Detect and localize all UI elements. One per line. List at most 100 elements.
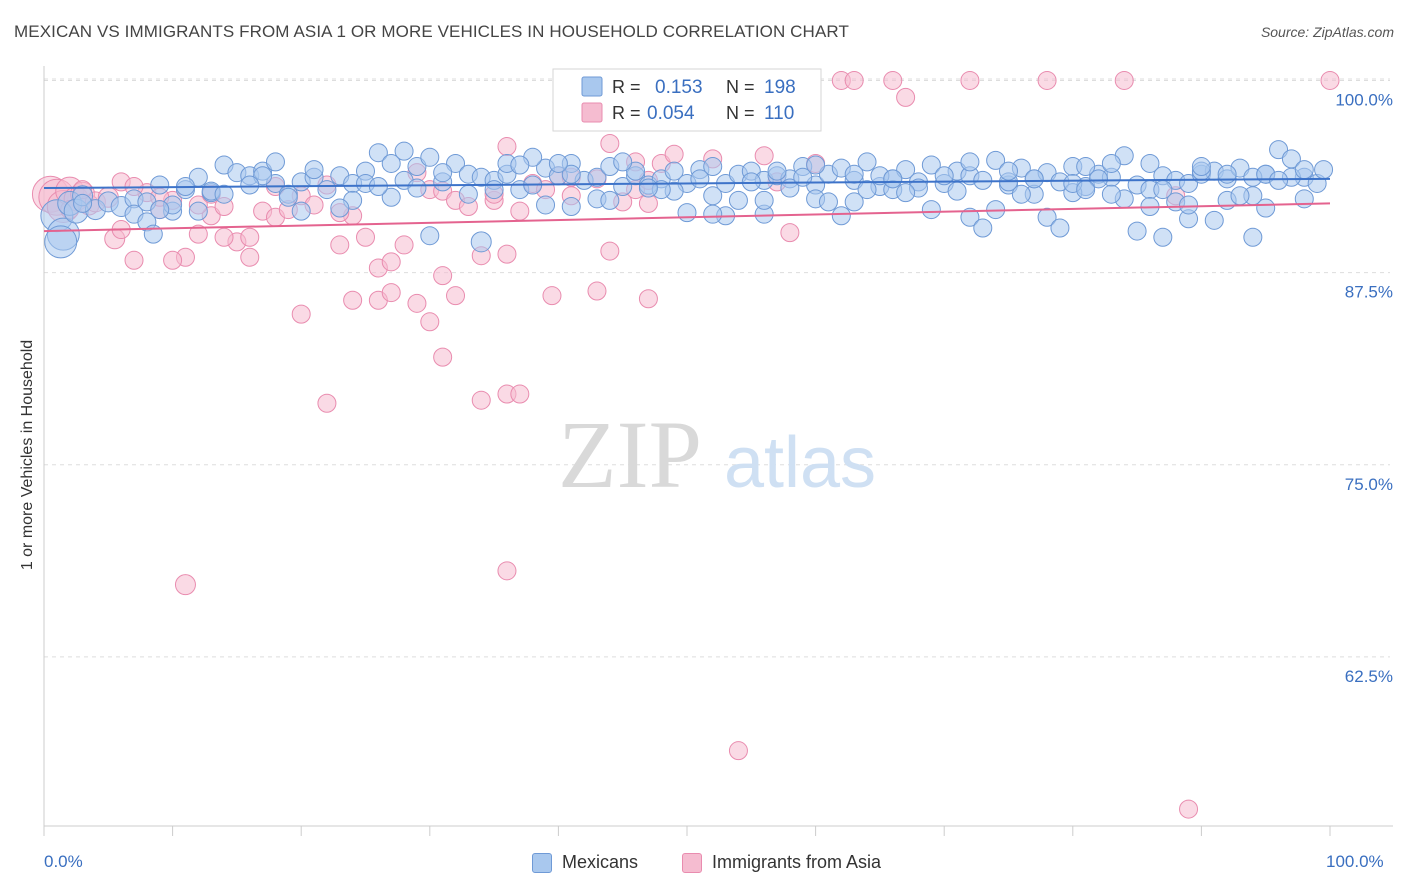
mexicans-point [1314,160,1334,180]
mexicans-point [1024,169,1044,189]
immigrants-point [844,70,864,90]
mexicans-point [150,200,170,220]
mexicans-point [806,155,826,175]
mexicans-point [1243,227,1263,247]
mexicans-point [896,183,916,203]
legend-swatch-mexicans [532,852,552,873]
y-tick-labels: 100.0% 87.5% 75.0% 62.5% [1335,90,1393,685]
mexicans-point [214,184,234,204]
mexicans-point [381,153,401,173]
mexicans-point [317,180,337,200]
mexicans-point [947,181,967,201]
mexicans-point [960,152,980,172]
mexicans-point [433,163,453,183]
mexicans-point [368,143,388,163]
mexicans-point [1153,180,1173,200]
mexicans-point [44,225,78,259]
mexicans-point [999,161,1018,181]
mexicans-point [1140,153,1160,173]
immigrants-point [433,266,453,286]
mexicans-point [1191,157,1211,177]
chart-title: MEXICAN VS IMMIGRANTS FROM ASIA 1 OR MOR… [14,22,849,41]
immigrants-point [780,223,800,243]
mexicans-point [1294,160,1314,180]
immigrants-point [896,87,916,107]
mexicans-point [240,175,260,195]
legend-swatch-pink [581,102,603,123]
mexicans-point [536,195,556,215]
mexicans-point [561,164,581,184]
immigrants-point [433,347,453,367]
mexicans-point [960,207,980,227]
mexicans-point [304,160,324,180]
inset-legend: R = 0.153 N = 198 R = 0.054 N = 110 [552,68,822,132]
mexicans-point [986,150,1006,170]
mexicans-point [857,152,877,172]
legend-swatch-blue [581,76,603,97]
mexicans-point [613,152,633,172]
immigrants-point [291,304,311,324]
x-tick-max: 100.0% [1326,852,1384,871]
mexicans-point [1204,210,1224,230]
immigrants-point [542,286,562,306]
immigrants-point [510,201,530,221]
mexicans-point [548,153,568,173]
legend-item-immigrants[interactable]: Immigrants from Asia [682,852,881,873]
y-tick-label: 87.5% [1345,283,1393,302]
mexicans-point [394,141,414,161]
mexicans-point [291,201,311,221]
mexicans-point [1256,198,1276,218]
mexicans-point [1037,207,1057,227]
mexicans-point [446,153,466,173]
immigrants-point [960,70,980,90]
mexicans-point [1089,169,1109,189]
immigrants-point [174,574,196,596]
mexicans-point [703,157,723,177]
mexicans-point [857,180,877,200]
y-tick-label: 62.5% [1345,667,1393,686]
mexicans-point [831,206,851,226]
mexicans-point [934,166,954,186]
mexicans-point [613,177,633,197]
immigrants-point [407,293,427,313]
mexicans-point [703,204,723,224]
mexicans-point [1179,195,1199,215]
legend-item-mexicans[interactable]: Mexicans [532,852,638,873]
y-tick-label: 75.0% [1345,475,1393,494]
mexicans-point [741,172,761,192]
legend-swatch-immigrants [682,852,702,873]
legend-r-label-1: R = [612,77,641,97]
mexicans-point [844,192,864,212]
bottom-legend: Mexicans Immigrants from Asia [0,852,1406,878]
immigrants-point [600,241,620,261]
mexicans-point [587,167,607,187]
mexicans-point [728,190,748,210]
mexicans-point [690,169,710,189]
legend-n-label-2: N = [726,103,755,123]
immigrants-point [883,70,903,90]
mexicans-point [1127,221,1147,241]
mexicans-point [407,178,427,198]
mexicans-trend-line [43,177,1331,190]
watermark-zip: ZIP [558,401,702,508]
mexicans-point [1230,186,1250,206]
mexicans-point [626,161,646,181]
immigrants-point [1179,799,1199,819]
mexicans-point [1269,140,1289,160]
immigrants-point [1114,70,1134,90]
mexicans-point [458,184,478,204]
y-tick-label: 100.0% [1335,90,1393,109]
mexicans-point [754,190,774,210]
immigrants-point [240,227,260,247]
immigrants-point [728,741,748,761]
mexicans-point [664,161,684,181]
mexicans-point [921,155,941,175]
mexicans-point [1011,184,1031,204]
mexicans-point [381,187,401,207]
immigrants-point [446,286,466,306]
mexicans-point [484,180,504,200]
immigrants-point [600,133,620,153]
immigrants-point [420,312,440,332]
x-tick-min: 0.0% [44,852,83,871]
